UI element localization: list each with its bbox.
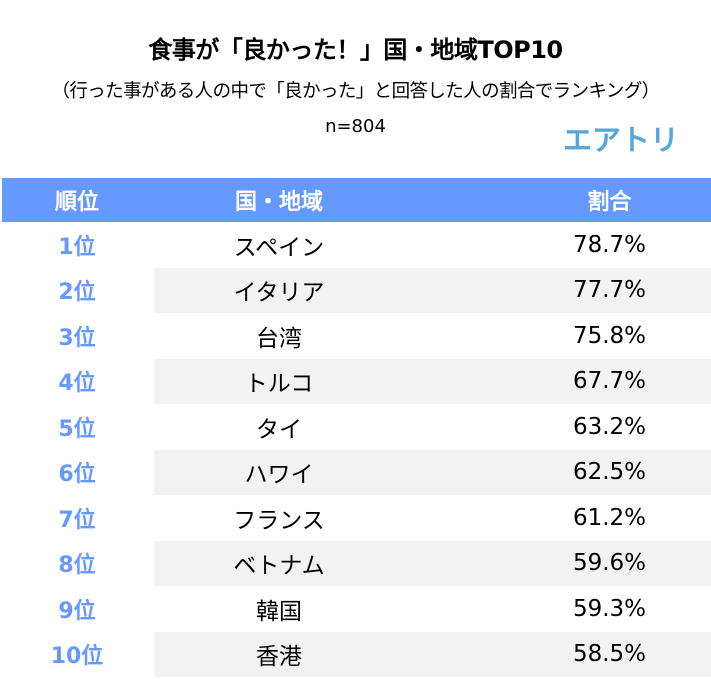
table-row: 8位 ベトナム 59.6%: [2, 540, 711, 586]
rank-cell: 5位: [58, 416, 96, 442]
brand-logo: エアトリ: [563, 123, 680, 157]
row-band: [154, 358, 711, 404]
rank-cell: 1位: [58, 234, 96, 260]
column-header-share: 割合: [587, 190, 632, 215]
table-row: 2位 イタリア 77.7%: [2, 267, 711, 313]
country-cell: 台湾: [256, 325, 302, 352]
column-header-country: 国・地域: [234, 190, 323, 215]
share-cell: 75.8%: [572, 322, 647, 349]
country-cell: 韓国: [256, 598, 302, 625]
country-cell: スペイン: [233, 234, 325, 261]
share-cell: 62.5%: [572, 459, 647, 486]
rank-cell: 3位: [58, 325, 96, 351]
table-row: 7位 フランス 61.2%: [2, 495, 711, 541]
table-row: 1位 スペイン 78.7%: [2, 222, 711, 268]
table-row: 9位 韓国 59.3%: [2, 586, 711, 632]
share-cell: 67.7%: [572, 368, 647, 395]
share-cell: 77.7%: [572, 277, 647, 304]
rank-cell: 8位: [58, 553, 96, 579]
row-band: [154, 540, 711, 586]
table-row: 6位 ハワイ 62.5%: [2, 449, 711, 495]
country-cell: イタリア: [233, 280, 325, 307]
page-subtitle: （行った事がある人の中で「良かった」と回答した人の割合でランキング）: [51, 81, 660, 102]
row-band: [154, 267, 711, 313]
rank-cell: 2位: [58, 280, 96, 306]
row-band: [154, 631, 711, 677]
rank-cell: 10位: [50, 644, 104, 670]
share-cell: 58.5%: [572, 641, 647, 668]
ranking-table: 順位 国・地域 割合 1位 スペイン 78.7% 2位 イタリア 77.7% 3…: [2, 178, 711, 677]
rank-cell: 4位: [58, 371, 96, 397]
table-row: 4位 トルコ 67.7%: [2, 358, 711, 404]
country-cell: フランス: [233, 507, 325, 534]
column-header-rank: 順位: [54, 190, 99, 215]
country-cell: ベトナム: [233, 553, 325, 580]
rank-cell: 9位: [58, 598, 96, 624]
table-header: 順位 国・地域 割合: [2, 178, 711, 222]
sample-size: n=804: [325, 116, 386, 137]
country-cell: ハワイ: [244, 462, 314, 489]
table-row: 5位 タイ 63.2%: [2, 404, 711, 450]
share-cell: 61.2%: [572, 504, 647, 531]
share-cell: 59.6%: [572, 550, 647, 577]
rank-cell: 6位: [58, 462, 96, 488]
country-cell: 香港: [256, 644, 302, 671]
page-title: 食事が「良かった！」国・地域TOP10: [148, 36, 563, 64]
country-cell: トルコ: [244, 371, 314, 398]
row-band: [154, 449, 711, 495]
table-row: 10位 香港 58.5%: [2, 631, 711, 677]
country-cell: タイ: [256, 416, 302, 443]
rank-cell: 7位: [58, 507, 96, 533]
table-row: 3位 台湾 75.8%: [2, 313, 711, 359]
share-cell: 63.2%: [572, 413, 647, 440]
share-cell: 78.7%: [572, 231, 647, 258]
share-cell: 59.3%: [572, 595, 647, 622]
